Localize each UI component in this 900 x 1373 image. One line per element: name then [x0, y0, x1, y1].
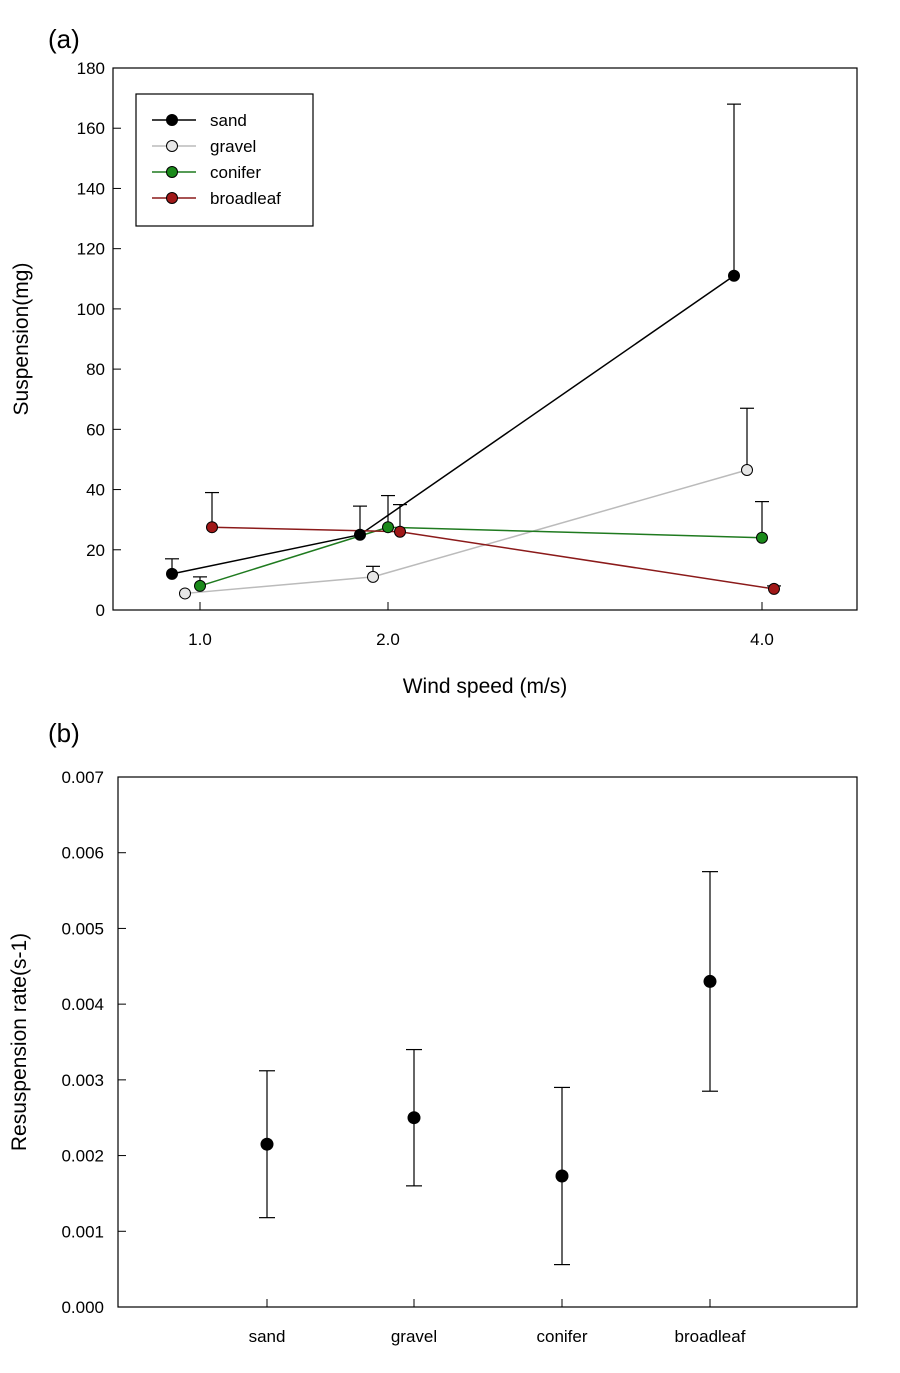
legend-label-conifer: conifer — [210, 163, 261, 182]
y-tick-label-b: 0.003 — [61, 1071, 104, 1090]
panel-label-a: (a) — [48, 24, 80, 54]
category-label-broadleaf: broadleaf — [675, 1327, 746, 1346]
plot-frame-a — [112, 67, 858, 611]
data-point-gravel — [407, 1111, 421, 1125]
data-point-sand — [260, 1137, 274, 1151]
y-tick-label-b: 0.005 — [61, 919, 104, 938]
y-tick-label-a: 20 — [86, 541, 105, 560]
y-tick-label-b: 0.004 — [61, 995, 104, 1014]
data-point-conifer — [756, 531, 768, 544]
data-point-gravel — [367, 570, 379, 583]
category-label-sand: sand — [249, 1327, 286, 1346]
y-axis-title-b: Resuspension rate(s-1) — [8, 933, 31, 1151]
legend-marker-broadleaf — [166, 192, 178, 204]
legend-marker-conifer — [166, 166, 178, 178]
legend-marker-sand — [166, 114, 178, 126]
x-tick-label-a: 2.0 — [376, 630, 400, 649]
y-tick-label-a: 100 — [77, 300, 105, 319]
y-tick-label-a: 60 — [86, 420, 105, 439]
category-label-gravel: gravel — [391, 1327, 437, 1346]
data-point-sand — [728, 269, 740, 282]
y-axis-title-a: Suspension(mg) — [10, 263, 33, 416]
legend-label-broadleaf: broadleaf — [210, 189, 281, 208]
y-tick-label-b: 0.002 — [61, 1147, 104, 1166]
y-tick-label-b: 0.007 — [61, 768, 104, 787]
y-tick-label-a: 120 — [77, 240, 105, 259]
category-label-conifer: conifer — [536, 1327, 587, 1346]
series-line-conifer — [199, 526, 763, 587]
x-tick-label-a: 1.0 — [188, 630, 212, 649]
series-line-broadleaf — [211, 526, 775, 590]
data-point-gravel — [179, 587, 191, 600]
x-axis-title-a: Wind speed (m/s) — [403, 675, 568, 698]
panel-label-b: (b) — [48, 718, 80, 748]
y-tick-label-a: 0 — [96, 601, 105, 620]
data-point-sand — [166, 567, 178, 580]
data-point-conifer — [382, 521, 394, 534]
y-tick-label-a: 160 — [77, 119, 105, 138]
data-point-sand — [354, 528, 366, 541]
data-point-broadleaf — [206, 521, 218, 534]
legend-label-sand: sand — [210, 111, 247, 130]
y-tick-label-b: 0.001 — [61, 1222, 104, 1241]
y-tick-label-a: 80 — [86, 360, 105, 379]
data-point-broadleaf — [768, 582, 780, 595]
data-point-gravel — [741, 463, 753, 476]
data-point-conifer — [555, 1169, 569, 1183]
series-line-gravel — [184, 469, 748, 595]
y-tick-label-a: 40 — [86, 481, 105, 500]
plot-frame-b — [117, 776, 858, 1308]
y-tick-label-b: 0.000 — [61, 1298, 104, 1317]
legend-marker-gravel — [166, 140, 178, 152]
data-point-conifer — [194, 579, 206, 592]
y-tick-label-a: 180 — [77, 59, 105, 78]
x-tick-label-a: 4.0 — [750, 630, 774, 649]
chart-b: (b) 0.000 0.001 0.002 0.003 0.004 0.005 0.006 0.… — [8, 718, 858, 1346]
legend-a — [135, 93, 314, 227]
legend-label-gravel: gravel — [210, 137, 256, 156]
data-point-broadleaf — [703, 974, 717, 988]
y-tick-label-a: 140 — [77, 179, 105, 198]
data-point-broadleaf — [394, 525, 406, 538]
y-tick-label-b: 0.006 — [61, 844, 104, 863]
chart-a: (a) 0 20 40 60 80 100 120 140 160 180 1.0 2.0 4.0 Wind… — [10, 24, 858, 698]
